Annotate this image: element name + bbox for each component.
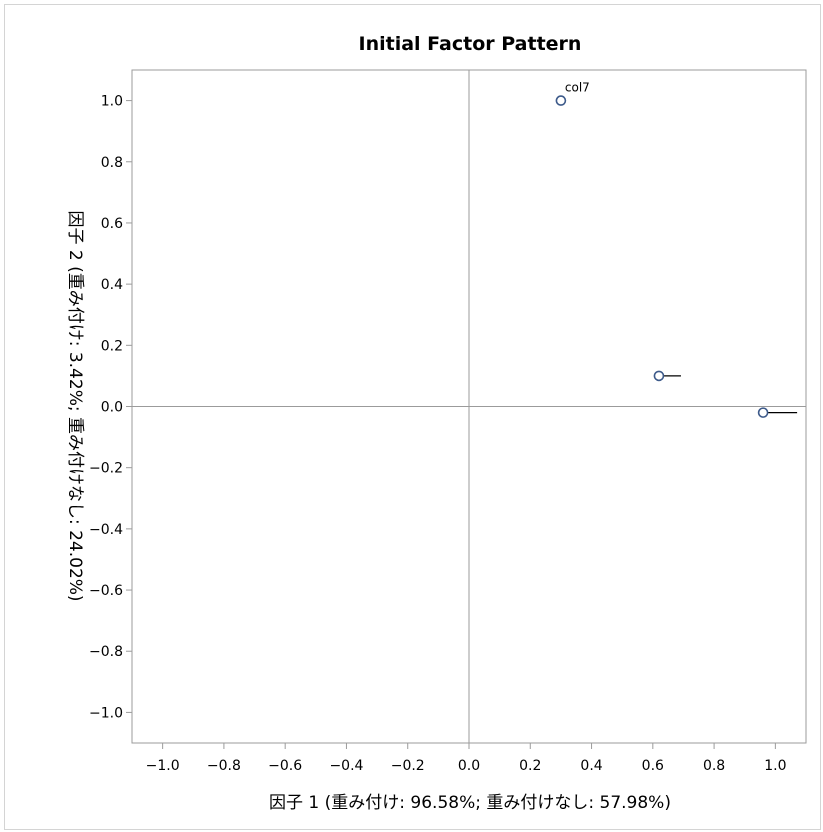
x-tick-label: 0.4 <box>580 758 602 774</box>
point-label: col7 <box>565 81 590 95</box>
scatter-point <box>757 407 769 418</box>
x-tick-label: 0.8 <box>703 758 725 774</box>
y-tick-label: −0.6 <box>89 583 123 599</box>
x-tick-label: −0.2 <box>391 758 425 774</box>
x-tick-label: 0.2 <box>519 758 541 774</box>
x-tick-label: −0.4 <box>329 758 363 774</box>
y-axis-label: 因子 2 (重み付け: 3.42%; 重み付けなし: 24.02%) <box>65 210 85 601</box>
x-tick-label: −0.6 <box>268 758 302 774</box>
y-axis-ticks: 1.0 0.8 0.6 0.4 0.2 0.0 −0.2 −0.4 −0.6 −0.8 −1.0 <box>89 94 132 721</box>
y-tick-label: 0.0 <box>101 400 123 416</box>
x-tick-label: −1.0 <box>146 758 180 774</box>
y-tick-label: −0.8 <box>89 644 123 660</box>
y-tick-label: −0.2 <box>89 461 123 477</box>
y-tick-label: −0.4 <box>89 522 123 538</box>
data-points: col7 <box>555 81 798 418</box>
y-tick-label: 1.0 <box>101 94 123 110</box>
y-tick-label: 0.2 <box>101 338 123 354</box>
x-axis-label: 因子 1 (重み付け: 96.58%; 重み付けなし: 57.98%) <box>269 793 671 813</box>
y-tick-label: −1.0 <box>89 705 123 721</box>
x-axis-ticks: −1.0 −0.8 −0.6 −0.4 −0.2 0.0 0.2 0.4 0.6 0.8 1.0 <box>146 743 786 774</box>
scatter-point <box>555 95 567 106</box>
chart-frame <box>4 4 821 830</box>
y-tick-label: 0.4 <box>101 277 123 293</box>
x-tick-label: −0.8 <box>207 758 241 774</box>
y-tick-label: 0.6 <box>101 216 123 232</box>
x-tick-label: 0.6 <box>642 758 664 774</box>
x-tick-label: 0.0 <box>458 758 480 774</box>
scatter-point <box>653 370 665 382</box>
chart-title: Initial Factor Pattern <box>359 33 582 55</box>
x-tick-label: 1.0 <box>764 758 786 774</box>
y-tick-label: 0.8 <box>101 155 123 171</box>
